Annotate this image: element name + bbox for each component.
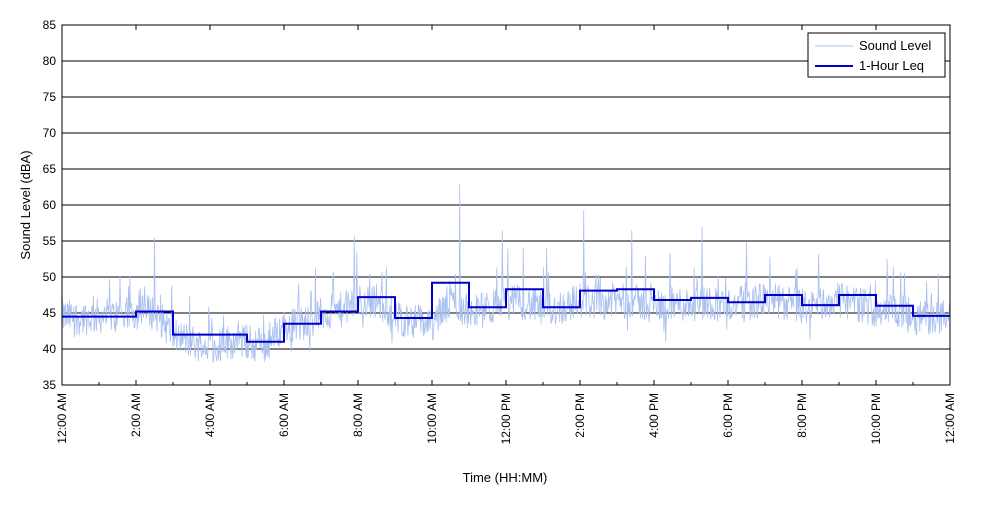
y-tick-label: 60 <box>43 198 57 212</box>
x-tick-label: 12:00 PM <box>499 393 513 444</box>
leq-step-line <box>62 281 950 343</box>
y-tick-label: 50 <box>43 270 57 284</box>
x-axis-title: Time (HH:MM) <box>463 470 548 485</box>
x-tick-label: 6:00 AM <box>277 393 291 437</box>
y-tick-label: 70 <box>43 126 57 140</box>
y-axis-title: Sound Level (dBA) <box>18 150 33 259</box>
series-layer <box>61 183 951 363</box>
x-tick-label: 4:00 AM <box>203 393 217 437</box>
y-tick-label: 45 <box>43 306 57 320</box>
x-tick-label: 12:00 AM <box>943 393 957 444</box>
legend-label-sound-level: Sound Level <box>859 38 931 53</box>
x-tick-label: 12:00 AM <box>55 393 69 444</box>
x-tick-label: 2:00 AM <box>129 393 143 437</box>
x-tick-label: 8:00 PM <box>795 393 809 438</box>
y-tick-label: 75 <box>43 90 57 104</box>
plot-frame <box>61 24 951 386</box>
x-tick-label: 10:00 PM <box>869 393 883 444</box>
axis-ticks: 35 40 45 50 55 60 65 70 75 80 85 12:00 AM 2:00 AM 4:0… <box>43 18 957 444</box>
x-tick-label: 4:00 PM <box>647 393 661 438</box>
x-tick-label: 8:00 AM <box>351 393 365 437</box>
x-tick-label: 6:00 PM <box>721 393 735 438</box>
legend: Sound Level 1-Hour Leq <box>807 32 946 78</box>
x-tick-label: 10:00 AM <box>425 393 439 444</box>
y-tick-label: 85 <box>43 18 57 32</box>
y-tick-label: 35 <box>43 378 57 392</box>
x-tick-label: 2:00 PM <box>573 393 587 438</box>
y-tick-label: 80 <box>43 54 57 68</box>
legend-box <box>807 32 946 78</box>
y-tick-label: 55 <box>43 234 57 248</box>
legend-label-leq: 1-Hour Leq <box>859 58 924 73</box>
y-tick-label: 40 <box>43 342 57 356</box>
y-tick-label: 65 <box>43 162 57 176</box>
